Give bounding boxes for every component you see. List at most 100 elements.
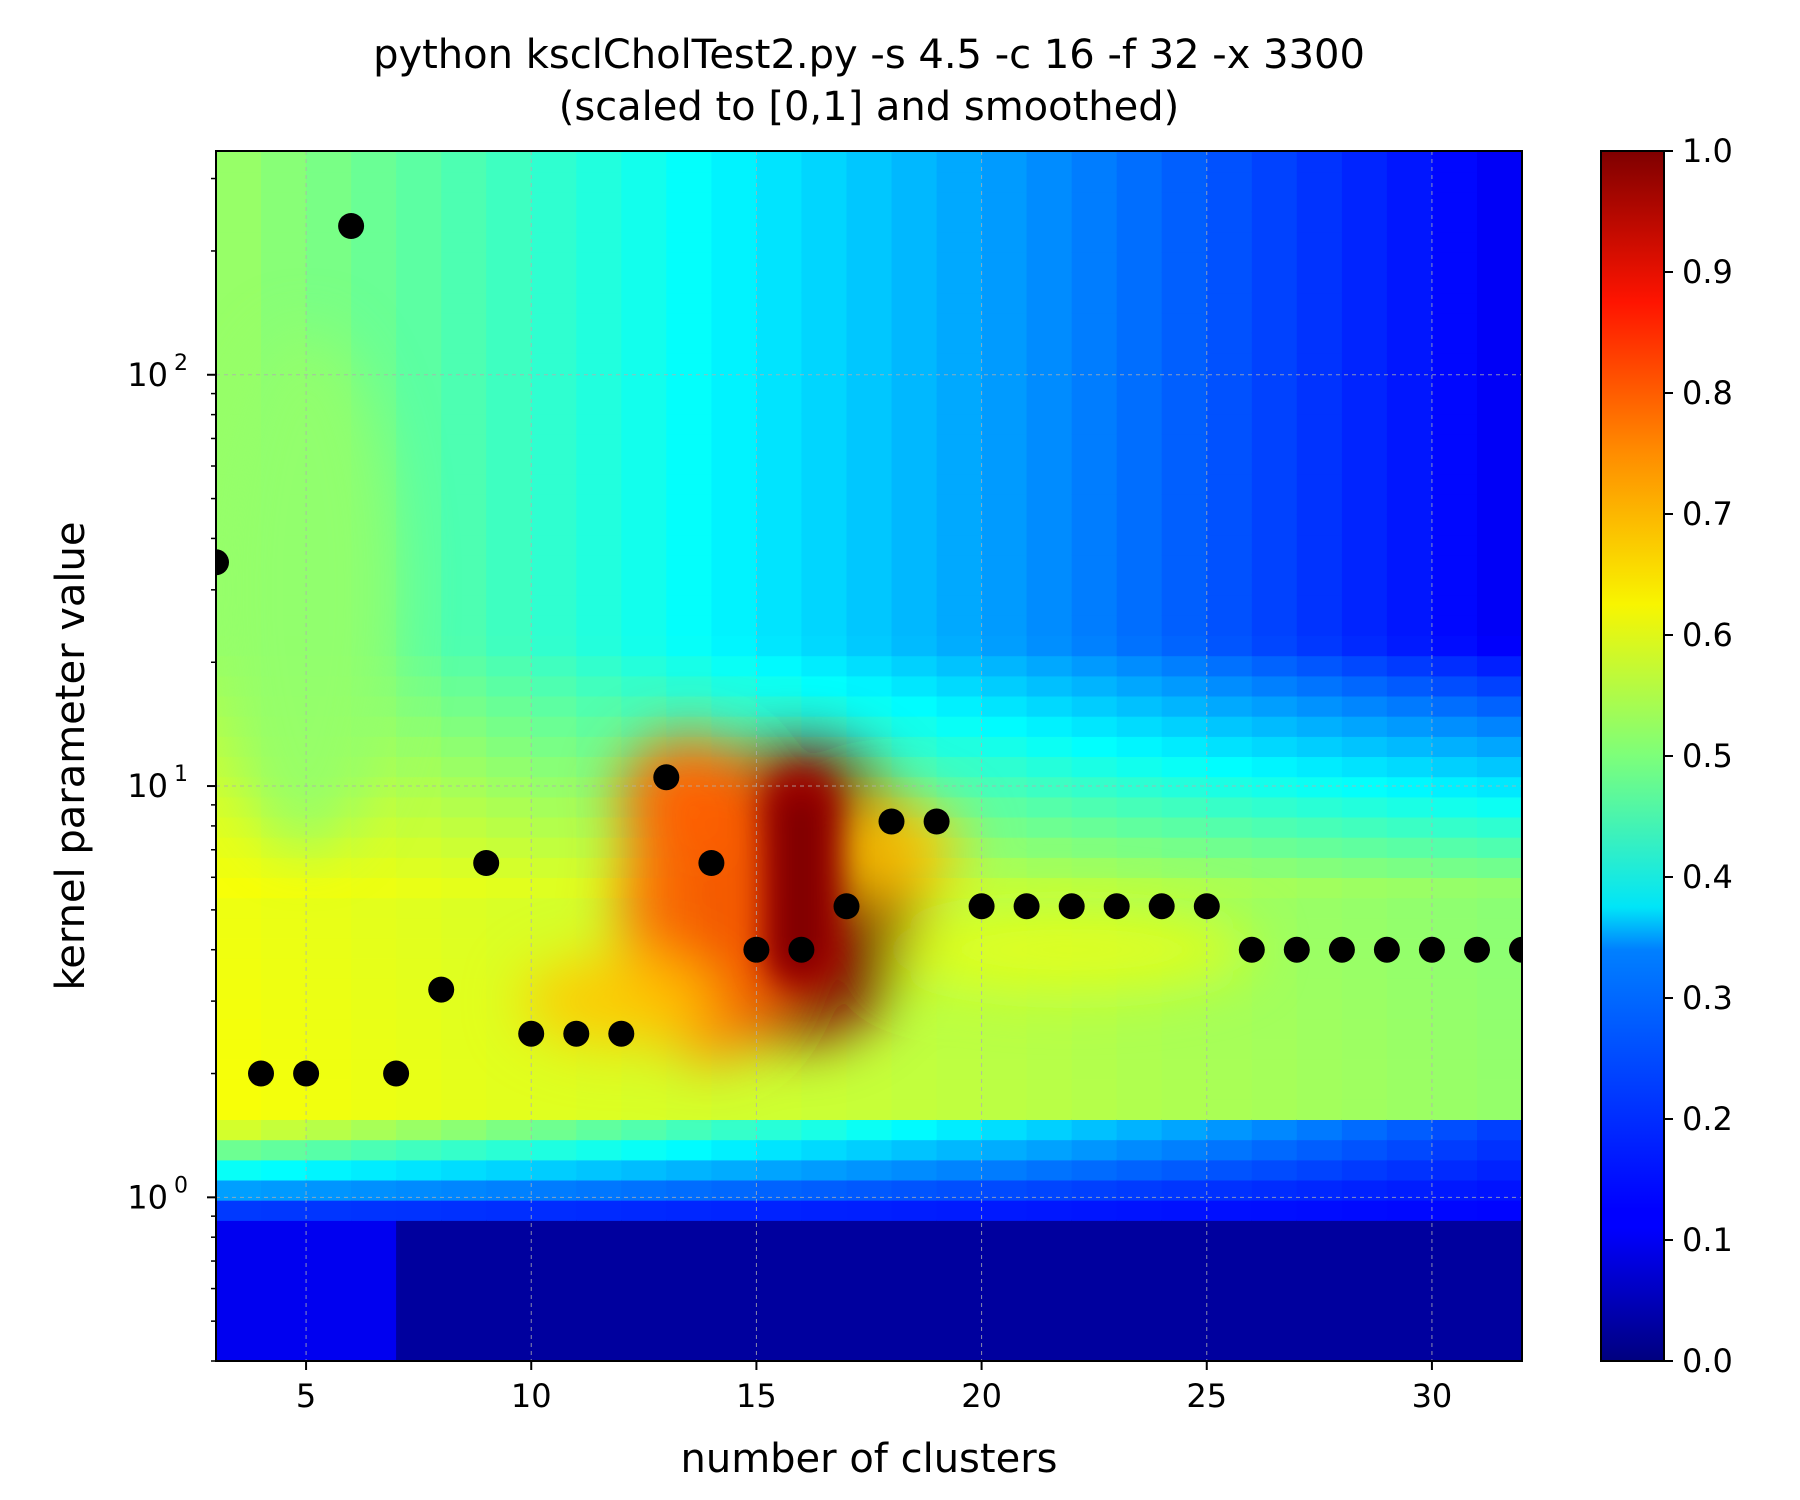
heatmap-cell bbox=[846, 332, 893, 354]
heatmap-cell bbox=[396, 1119, 443, 1141]
heatmap-cell bbox=[1206, 1119, 1253, 1141]
heatmap-cell bbox=[396, 735, 443, 757]
heatmap-cell bbox=[621, 534, 668, 556]
heatmap-cell bbox=[261, 1098, 307, 1120]
heatmap-cell bbox=[396, 776, 443, 798]
heatmap-cell bbox=[1386, 1139, 1433, 1161]
heatmap-cell bbox=[1296, 171, 1343, 193]
heatmap-cell bbox=[396, 695, 443, 717]
heatmap-cell bbox=[666, 211, 713, 233]
heatmap-cell bbox=[1161, 635, 1208, 657]
heatmap-cell bbox=[846, 1058, 893, 1080]
heatmap-cell bbox=[1071, 514, 1118, 536]
heatmap-cell bbox=[846, 1179, 893, 1201]
heatmap-cell bbox=[1026, 655, 1073, 677]
heatmap-cell bbox=[1251, 594, 1298, 616]
heatmap-cell bbox=[1071, 836, 1118, 858]
heatmap-cell bbox=[666, 1058, 713, 1080]
heatmap-cell bbox=[711, 1119, 758, 1141]
heatmap-cell bbox=[621, 695, 668, 717]
heatmap-cell bbox=[1477, 1098, 1522, 1120]
heatmap-cell bbox=[666, 272, 713, 294]
heatmap-cell bbox=[441, 231, 488, 253]
heatmap-cell bbox=[981, 554, 1028, 576]
heatmap-cell bbox=[396, 332, 443, 354]
heatmap-cell bbox=[261, 998, 307, 1020]
heatmap-cell bbox=[936, 1219, 983, 1241]
heatmap-cell bbox=[756, 1199, 803, 1221]
heatmap-cell bbox=[1296, 1219, 1343, 1241]
heatmap-cell bbox=[351, 1078, 398, 1100]
heatmap-cell bbox=[441, 1219, 488, 1241]
heatmap-cell bbox=[486, 594, 533, 616]
heatmap-cell bbox=[261, 1119, 307, 1141]
heatmap-cell bbox=[801, 534, 848, 556]
heatmap-cell bbox=[441, 1119, 488, 1141]
heatmap-cell bbox=[396, 957, 443, 979]
heatmap-cell bbox=[846, 695, 893, 717]
heatmap-cell bbox=[891, 735, 938, 757]
data-point bbox=[383, 1060, 410, 1087]
heatmap-cell bbox=[1431, 473, 1478, 495]
heatmap-cell bbox=[531, 614, 578, 636]
heatmap-cell bbox=[306, 1179, 353, 1201]
heatmap-cell bbox=[1071, 574, 1118, 596]
heatmap-cell bbox=[1386, 554, 1433, 576]
heatmap-cell bbox=[1341, 796, 1388, 818]
heatmap-cell bbox=[1116, 836, 1163, 858]
heatmap-cell bbox=[261, 1078, 307, 1100]
heatmap-cell bbox=[441, 393, 488, 415]
heatmap-cell bbox=[396, 917, 443, 939]
heatmap-cell bbox=[531, 937, 578, 959]
heatmap-cell bbox=[1386, 372, 1433, 394]
heatmap-cell bbox=[711, 574, 758, 596]
heatmap-cell bbox=[486, 1139, 533, 1161]
heatmap-cell bbox=[216, 1119, 262, 1141]
heatmap-cell bbox=[1431, 372, 1478, 394]
heatmap-cell bbox=[891, 1240, 938, 1262]
heatmap-cell bbox=[306, 231, 353, 253]
heatmap-cell bbox=[441, 171, 488, 193]
heatmap-cell bbox=[531, 917, 578, 939]
heatmap-cell bbox=[1251, 614, 1298, 636]
heatmap-cell bbox=[1341, 1280, 1388, 1302]
heatmap-cell bbox=[846, 735, 893, 757]
heatmap-cell bbox=[981, 715, 1028, 737]
heatmap-cell bbox=[351, 877, 398, 899]
heatmap-cell bbox=[1206, 836, 1253, 858]
heatmap-cell bbox=[801, 191, 848, 213]
heatmap-cell bbox=[981, 756, 1028, 778]
heatmap-cell bbox=[486, 1280, 533, 1302]
heatmap-cell bbox=[1296, 594, 1343, 616]
heatmap-cell bbox=[1116, 372, 1163, 394]
heatmap-cell bbox=[936, 1320, 983, 1342]
heatmap-cell bbox=[576, 1078, 623, 1100]
heatmap-cell bbox=[486, 171, 533, 193]
heatmap-cell bbox=[1206, 1199, 1253, 1221]
heatmap-cell bbox=[981, 998, 1028, 1020]
heatmap-cell bbox=[1071, 211, 1118, 233]
heatmap-cell bbox=[1431, 312, 1478, 334]
heatmap-cell bbox=[1116, 1300, 1163, 1322]
heatmap-cell bbox=[1206, 715, 1253, 737]
heatmap-cell bbox=[1161, 836, 1208, 858]
heatmap-cell bbox=[1026, 171, 1073, 193]
heatmap-cell bbox=[306, 1280, 353, 1302]
heatmap-cell bbox=[1341, 393, 1388, 415]
heatmap-cell bbox=[1206, 1159, 1253, 1181]
x-tick-label: 30 bbox=[1412, 1377, 1453, 1415]
heatmap-cell bbox=[531, 574, 578, 596]
heatmap-cell bbox=[1296, 312, 1343, 334]
heatmap-cell bbox=[801, 473, 848, 495]
heatmap-cell bbox=[1026, 312, 1073, 334]
heatmap-cell bbox=[441, 998, 488, 1020]
heatmap-cell bbox=[1341, 1018, 1388, 1040]
heatmap-cell bbox=[1206, 493, 1253, 515]
heatmap-cell bbox=[576, 352, 623, 374]
heatmap-cell bbox=[1386, 977, 1433, 999]
heatmap-cell bbox=[936, 1139, 983, 1161]
heatmap-cell bbox=[1477, 715, 1522, 737]
heatmap-cell bbox=[981, 151, 1028, 173]
heatmap-cell bbox=[1386, 393, 1433, 415]
heatmap-cell bbox=[891, 251, 938, 273]
